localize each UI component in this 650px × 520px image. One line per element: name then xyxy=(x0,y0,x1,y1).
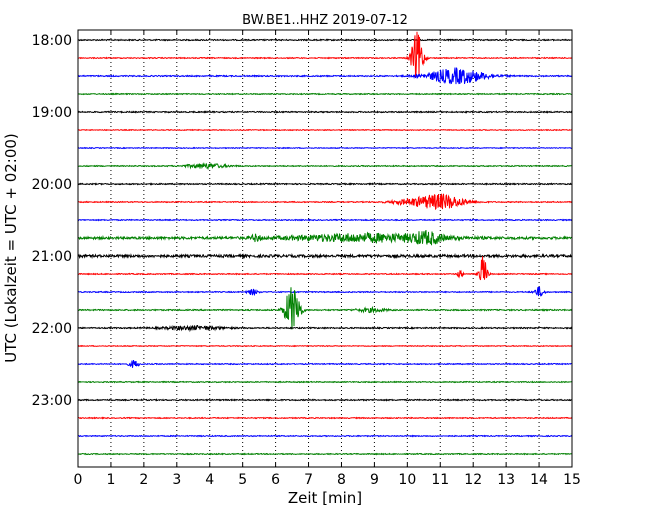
trace-2130 xyxy=(77,286,573,297)
y-axis-ticks: 18:00 19:00 20:00 21:00 22:00 23:00 xyxy=(32,33,572,409)
trace-1845 xyxy=(77,92,573,96)
x-tick-label: 9 xyxy=(370,472,379,488)
x-tick-label: 12 xyxy=(464,472,482,488)
trace-2015 xyxy=(77,193,573,211)
plot-frame xyxy=(77,29,573,468)
x-axis-ticks: 0 1 2 3 4 5 6 7 8 9 10 11 12 13 14 15 xyxy=(74,30,581,488)
trace-1800 xyxy=(77,38,573,42)
trace-2300 xyxy=(77,398,573,402)
y-tick-label: 23:00 xyxy=(32,393,72,409)
trace-2215 xyxy=(77,344,573,348)
y-tick-label: 21:00 xyxy=(32,249,72,265)
x-tick-label: 15 xyxy=(563,472,581,488)
trace-2030 xyxy=(77,218,573,222)
x-tick-label: 0 xyxy=(74,472,83,488)
x-tick-label: 8 xyxy=(337,472,346,488)
trace-1900 xyxy=(77,110,573,114)
y-axis-label: UTC (Lokalzeit = UTC + 02:00) xyxy=(2,133,20,363)
y-tick-label: 20:00 xyxy=(32,177,72,193)
x-tick-label: 3 xyxy=(172,472,181,488)
x-tick-label: 14 xyxy=(530,472,548,488)
x-tick-label: 5 xyxy=(238,472,247,488)
grid xyxy=(110,30,540,467)
x-tick-label: 13 xyxy=(497,472,515,488)
trace-1915 xyxy=(77,128,573,132)
chart-title: BW.BE1..HHZ 2019-07-12 xyxy=(242,13,408,28)
x-tick-label: 2 xyxy=(139,472,148,488)
traces xyxy=(77,31,573,456)
trace-2045 xyxy=(77,230,573,246)
trace-1945 xyxy=(77,161,573,171)
trace-2330 xyxy=(77,434,573,438)
y-tick-label: 18:00 xyxy=(32,33,72,49)
trace-2315 xyxy=(77,416,573,420)
trace-2115 xyxy=(77,256,573,281)
trace-2345 xyxy=(77,452,573,456)
y-tick-label: 19:00 xyxy=(32,105,72,121)
x-tick-label: 7 xyxy=(304,472,313,488)
x-tick-label: 4 xyxy=(205,472,214,488)
trace-2200 xyxy=(77,324,573,333)
trace-2245 xyxy=(77,380,573,384)
trace-1815 xyxy=(77,31,573,79)
y-tick-label: 22:00 xyxy=(32,321,72,337)
trace-2230 xyxy=(77,360,573,368)
trace-2000 xyxy=(77,182,573,186)
x-tick-label: 11 xyxy=(431,472,449,488)
x-tick-label: 1 xyxy=(106,472,115,488)
trace-1930 xyxy=(77,146,573,150)
x-axis-label: Zeit [min] xyxy=(288,489,362,507)
trace-2100 xyxy=(77,252,573,260)
x-tick-label: 10 xyxy=(398,472,416,488)
trace-1830 xyxy=(77,67,573,85)
trace-2145 xyxy=(77,287,573,330)
x-tick-label: 6 xyxy=(271,472,280,488)
